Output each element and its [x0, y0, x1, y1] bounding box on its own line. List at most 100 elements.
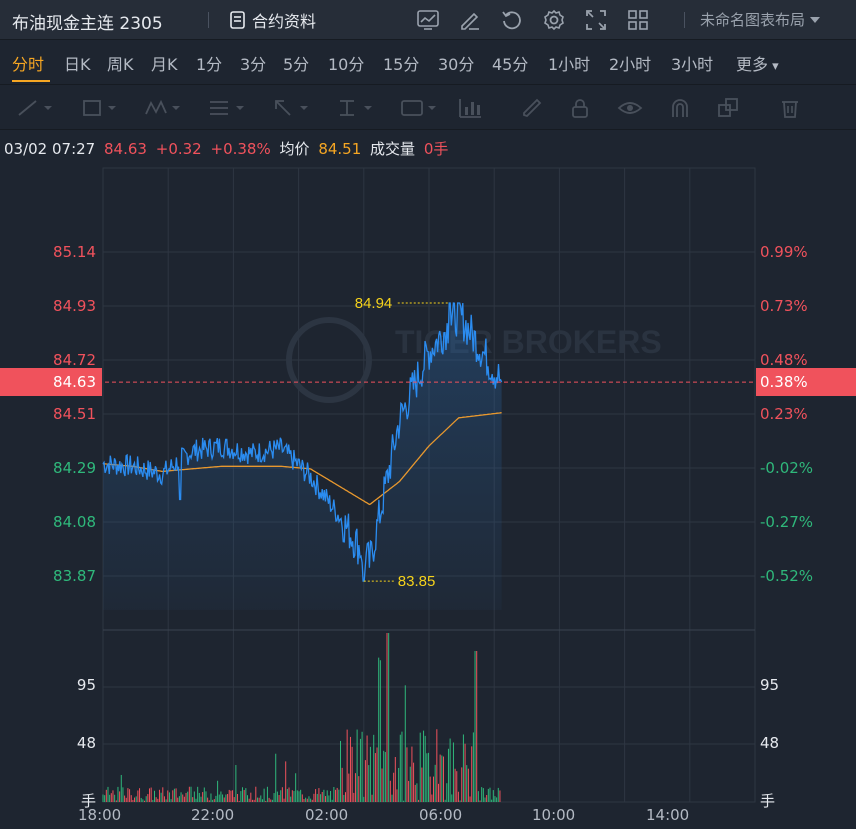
price-series: 84.94 83.85 [0, 295, 856, 610]
magnet-tool[interactable] [660, 95, 700, 121]
volume-axis-label: 手 [80, 792, 96, 810]
pattern-tool[interactable] [142, 95, 182, 121]
period-tab[interactable]: 1分 [196, 55, 223, 74]
volume-axis-label: 手 [760, 792, 776, 810]
period-tab[interactable]: 30分 [438, 55, 475, 74]
line-tool[interactable] [14, 95, 54, 121]
delete-tool[interactable] [770, 95, 810, 121]
trash-icon [782, 101, 798, 118]
volume-label: 成交量 [370, 140, 416, 158]
header-divider [208, 12, 209, 28]
document-icon [230, 11, 245, 29]
settings-button[interactable] [540, 6, 568, 34]
expand-icon [586, 10, 606, 30]
text-box-icon [401, 100, 436, 116]
quote-datetime: 03/02 07:27 [4, 140, 96, 158]
rectangle-icon [83, 100, 116, 116]
instrument-title: 布油现金主连 2305 [12, 14, 163, 34]
period-tab[interactable]: 1小时 [548, 55, 591, 74]
active-tab-indicator [12, 80, 50, 82]
chevron-down-icon: ▾ [768, 59, 779, 74]
price-axis-label: 84.72 [53, 351, 96, 369]
pct-axis-label: 0.48% [760, 351, 808, 369]
avg-price-value: 84.51 [318, 140, 362, 158]
period-tab[interactable]: 10分 [328, 55, 365, 74]
period-tab[interactable]: 15分 [383, 55, 420, 74]
header-bar: 布油现金主连 2305 合约资料 [0, 0, 856, 40]
magnet-icon [672, 99, 688, 117]
period-tab[interactable]: 45分 [492, 55, 529, 74]
price-area [103, 303, 502, 610]
indicator-tool[interactable] [452, 95, 492, 121]
quote-price: 84.63 [104, 140, 147, 158]
lock-tool[interactable] [560, 95, 600, 121]
quote-change: +0.32 [155, 140, 202, 158]
arrow-tool[interactable] [270, 95, 310, 121]
grid-layout-button[interactable] [624, 6, 652, 34]
layers-tool[interactable] [708, 95, 748, 121]
volume-axis-label: 95 [76, 676, 96, 694]
period-tab[interactable]: 分时 [12, 55, 45, 74]
period-tab[interactable]: 5分 [283, 55, 310, 74]
eye-icon [617, 102, 643, 114]
brush-icon [523, 98, 542, 118]
brush-tool[interactable] [512, 95, 552, 121]
period-tab[interactable]: 周K [107, 55, 134, 74]
current-price-tag: 84.63 [0, 368, 102, 397]
price-axis-label: 83.87 [53, 567, 96, 585]
bar-chart-icon [459, 99, 481, 118]
volume-axis-label: 48 [76, 734, 96, 752]
visibility-tool[interactable] [610, 95, 650, 121]
arrow-icon [275, 100, 308, 116]
pct-axis-label: 0.99% [760, 243, 808, 261]
pct-axis-label: 0.23% [760, 405, 808, 423]
price-axis-label: 84.93 [53, 297, 96, 315]
fib-lines-icon [210, 101, 244, 115]
fibonacci-tool[interactable] [206, 95, 246, 121]
intraday-chart[interactable]: TIGER BROKERS 84.94 83.85 85.14 84.93 84.72… [0, 160, 856, 829]
volume-value: 0手 [423, 140, 449, 158]
volume-axis-label: 95 [760, 676, 780, 694]
time-axis-label: 14:00 [646, 806, 690, 824]
quote-change-pct: +0.38% [210, 140, 271, 158]
pct-axis-label: -0.52% [760, 567, 814, 585]
current-pct-tag: 0.38% [756, 368, 856, 397]
pct-axis-label: -0.27% [760, 513, 814, 531]
chart-type-button[interactable] [414, 6, 442, 34]
refresh-button[interactable] [498, 6, 526, 34]
period-tab[interactable]: 3小时 [671, 55, 714, 74]
measure-tool[interactable] [334, 95, 374, 121]
period-tab[interactable]: 3分 [240, 55, 267, 74]
chevron-down-icon [810, 16, 821, 23]
text-tool[interactable] [398, 95, 438, 121]
contract-info-label: 合约资料 [252, 12, 317, 31]
time-axis-label: 06:00 [419, 806, 463, 824]
period-tab[interactable]: 2小时 [609, 55, 652, 74]
volume-axis-label: 48 [760, 734, 780, 752]
ruler-icon [340, 100, 372, 116]
refresh-icon [502, 11, 521, 30]
layout-selector[interactable]: 未命名图表布局 [700, 9, 821, 30]
chart-monitor-icon [417, 10, 439, 30]
period-tabs: 分时 日K 周K 月K 1分 3分 5分 10分 15分 30分 45分 1小时 2小时 3小时 更多 ▾ [0, 40, 856, 84]
price-axis-label: 85.14 [53, 243, 96, 261]
period-tab[interactable]: 月K [151, 55, 178, 74]
pct-axis-label: 0.73% [760, 297, 808, 315]
header-divider [684, 12, 685, 28]
lock-icon [572, 99, 588, 118]
shape-tool[interactable] [78, 95, 118, 121]
edit-button[interactable] [456, 6, 484, 34]
time-axis-label: 18:00 [78, 806, 122, 824]
grid-icon [628, 10, 648, 30]
period-tab[interactable]: 日K [64, 55, 91, 74]
volume-bars [102, 633, 501, 802]
contract-info-button[interactable]: 合约资料 [230, 8, 316, 32]
price-line [102, 302, 503, 582]
high-price-label: 84.94 [355, 295, 393, 312]
period-tab[interactable]: 更多 ▾ [736, 55, 779, 74]
layers-icon [718, 98, 738, 117]
avg-price-line [102, 412, 502, 506]
drawing-toolbar [0, 84, 856, 130]
fullscreen-button[interactable] [582, 6, 610, 34]
